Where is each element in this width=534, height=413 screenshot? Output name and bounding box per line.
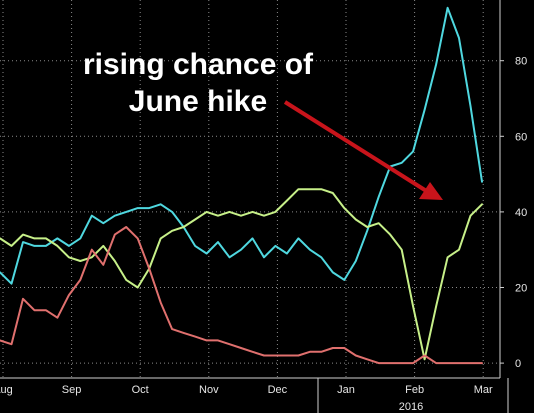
x-tick-label: Nov: [199, 384, 219, 396]
y-tick-label: 80: [515, 56, 527, 68]
annotation-line-1: rising chance of: [83, 48, 314, 81]
annotation: rising chance of June hike: [83, 48, 443, 200]
arrow-head: [419, 182, 443, 200]
x-tick-label: Aug: [0, 384, 13, 396]
series-line-green: [0, 188, 483, 361]
series-line-cyan: [0, 6, 483, 285]
series-line-red: [0, 226, 483, 365]
x-tick-label: Feb: [405, 384, 424, 396]
y-tick-label: 60: [515, 131, 527, 143]
arrow-shaft: [283, 100, 430, 194]
y-tick-label: 0: [515, 358, 521, 370]
y-tick-label: 20: [515, 283, 527, 295]
x-tick-label: Oct: [132, 384, 149, 396]
y-tick-label: 40: [515, 207, 527, 219]
x-tick-label: Mar: [474, 384, 493, 396]
x-year-label: 2016: [399, 401, 423, 413]
x-tick-label: Jan: [337, 384, 355, 396]
annotation-arrow: [283, 100, 443, 200]
annotation-line-2: June hike: [129, 85, 267, 118]
x-tick-label: Dec: [268, 384, 288, 396]
x-tick-label: Sep: [62, 384, 82, 396]
series-lines: [0, 6, 483, 365]
